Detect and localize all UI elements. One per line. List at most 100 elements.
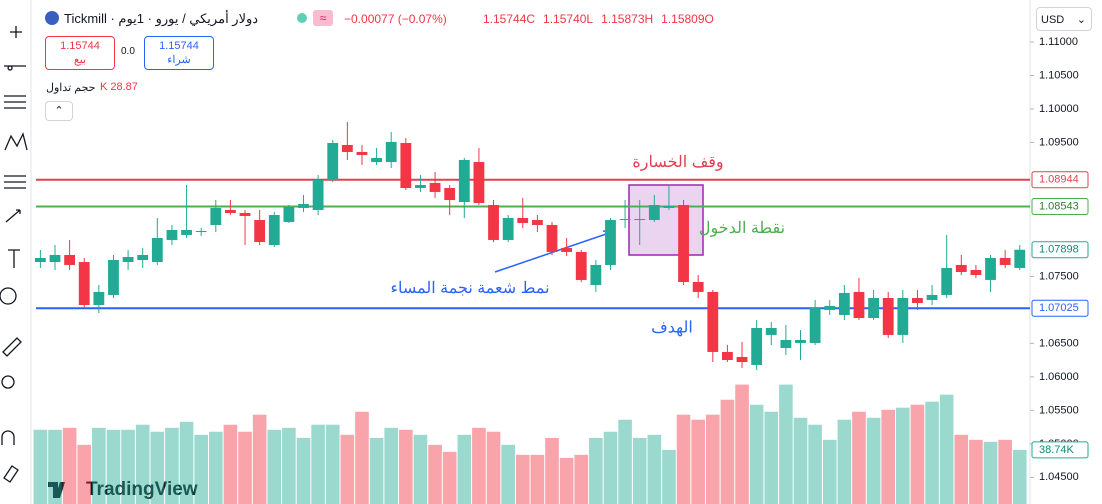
volume-bar xyxy=(369,437,384,504)
y-tick-label: 1.09500 xyxy=(1039,136,1079,148)
line-tool-icon[interactable] xyxy=(4,65,26,71)
candle-body xyxy=(824,305,836,310)
text-icon[interactable] xyxy=(8,249,20,268)
currency-label[interactable]: USD xyxy=(1041,14,1065,26)
projection-icon[interactable] xyxy=(4,175,26,189)
level-badge xyxy=(1031,171,1089,189)
level-badge xyxy=(1031,299,1089,317)
candle-body xyxy=(181,229,192,235)
crosshair-icon[interactable] xyxy=(10,26,22,38)
volume-bar xyxy=(662,449,676,504)
candle-body xyxy=(283,206,295,222)
candle-body xyxy=(751,327,763,365)
volume-bar xyxy=(33,429,48,504)
volume-bar xyxy=(691,419,705,504)
volume-bar xyxy=(559,457,574,504)
volume-bar xyxy=(735,384,749,504)
volume-bar xyxy=(194,434,208,504)
volume-bar xyxy=(325,424,340,504)
candle-body xyxy=(941,267,953,295)
candle-body xyxy=(151,237,163,263)
volume-bar xyxy=(208,431,223,504)
candle-body xyxy=(838,292,850,315)
candle-body xyxy=(166,229,178,240)
volume-bar xyxy=(998,439,1012,504)
pattern-arrow xyxy=(494,231,613,273)
candle-body xyxy=(912,297,923,304)
level-badge-text: 1.08944 xyxy=(1039,174,1079,186)
candle-body xyxy=(327,142,339,180)
ohlc-value: 1.15809O xyxy=(661,12,714,26)
candle-body xyxy=(809,307,821,343)
symbol-title[interactable]: دولار أمريكي / يورو · 1يوم · Tickmill xyxy=(64,11,259,26)
sell-button[interactable]: 1.15744 بيع xyxy=(45,36,115,70)
candle-body xyxy=(531,220,543,225)
candle-body xyxy=(49,254,61,263)
volume-bar xyxy=(413,434,428,504)
volume-bar xyxy=(808,424,822,504)
y-tick-label: 1.11000 xyxy=(1039,36,1078,48)
volume-bar xyxy=(165,427,179,504)
volume-bar xyxy=(457,434,472,504)
volume-bar xyxy=(779,384,793,504)
y-tick-label: 1.06000 xyxy=(1039,371,1079,383)
candle-body xyxy=(341,145,353,152)
candle-body xyxy=(678,205,689,282)
zoom-icon[interactable] xyxy=(1,375,15,389)
volume-bar xyxy=(355,411,369,504)
y-tick-label: 1.10500 xyxy=(1039,69,1079,81)
volume-bar xyxy=(954,434,969,504)
currency-select[interactable]: USD ⌄ xyxy=(1036,7,1092,31)
volume-bar xyxy=(589,437,603,504)
sell-price[interactable]: 1.15744 xyxy=(60,40,100,52)
volume-bar xyxy=(252,414,267,504)
candle-body xyxy=(561,248,573,252)
candle-body xyxy=(853,291,865,319)
volume-last-label: 38.74K xyxy=(1039,444,1075,456)
dropdown-arrow[interactable]: ⌄ xyxy=(1076,14,1086,26)
volume-bar xyxy=(603,431,618,504)
sell-label[interactable]: بيع xyxy=(73,54,87,66)
left-toolbar xyxy=(0,0,31,504)
ruler-icon[interactable] xyxy=(2,337,22,357)
candle-body xyxy=(108,260,119,295)
buy-label[interactable]: شراء xyxy=(167,54,191,66)
emoji-icon[interactable] xyxy=(0,287,17,305)
candle-body xyxy=(517,218,529,223)
pattern-icon[interactable] xyxy=(4,132,28,151)
buy-button[interactable]: 1.15744 شراء xyxy=(144,36,214,70)
volume-bar xyxy=(764,411,779,504)
buy-price[interactable]: 1.15744 xyxy=(159,40,199,52)
volume-bar xyxy=(238,431,252,504)
volume-bar xyxy=(983,441,998,504)
ohlc: 1.15744C 1.15740L 1.15873H 1.15809O xyxy=(483,12,714,26)
ohlc-value: 1.15744C xyxy=(483,12,536,26)
collapse-button[interactable]: ⌃ xyxy=(45,101,73,121)
lock-icon[interactable] xyxy=(3,465,19,483)
fib-icon[interactable] xyxy=(4,95,26,109)
brush-icon[interactable] xyxy=(5,209,21,223)
volume-bar xyxy=(515,454,530,504)
candle-body xyxy=(663,206,675,208)
volume-badge xyxy=(1031,441,1089,459)
candle-body xyxy=(795,339,806,343)
candle-body xyxy=(546,224,558,252)
candle-body xyxy=(619,219,631,221)
magnet-icon[interactable] xyxy=(1,430,15,445)
level-badge-text: 1.08543 xyxy=(1039,200,1079,212)
level-label: الهدف xyxy=(651,319,693,336)
volume-bar xyxy=(822,439,837,504)
candle-body xyxy=(473,162,485,204)
volume-bar xyxy=(282,427,296,504)
volume-bar xyxy=(311,424,325,504)
tool-icons[interactable] xyxy=(0,26,28,483)
volume-bar xyxy=(442,451,457,504)
candle-body xyxy=(868,297,879,319)
volume-bar xyxy=(428,444,442,504)
logo: TradingView xyxy=(48,479,198,500)
volume-bar xyxy=(530,454,545,504)
candle-body xyxy=(897,297,909,335)
candle-body xyxy=(400,142,412,189)
candle-body xyxy=(692,281,704,292)
volume-bar xyxy=(939,394,954,504)
